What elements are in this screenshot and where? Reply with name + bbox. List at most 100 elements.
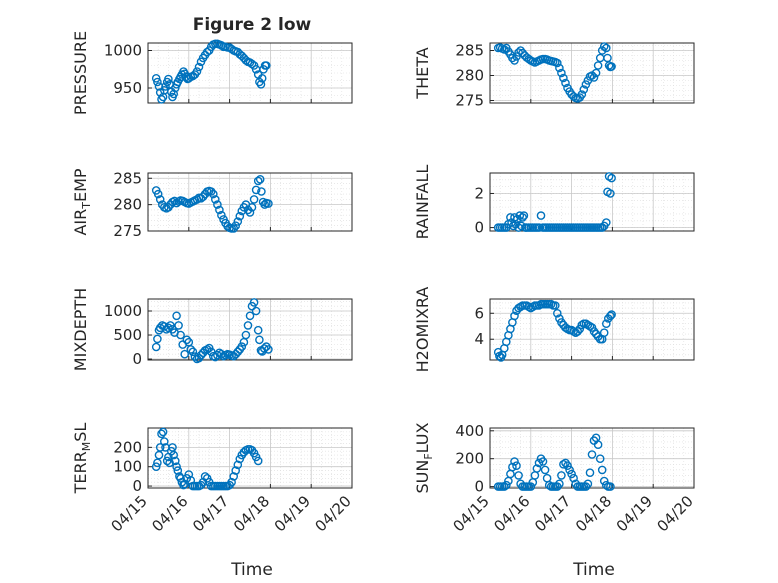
data-point <box>540 465 550 475</box>
data-point <box>151 74 161 83</box>
data-point <box>233 347 243 357</box>
data-point <box>208 189 218 199</box>
data-point <box>229 472 238 481</box>
data-point <box>499 45 509 54</box>
subplot-theta: 275 280 285 THETA <box>413 42 695 110</box>
data-point <box>606 482 615 491</box>
data-point <box>510 56 519 65</box>
data-point <box>194 62 204 72</box>
data-point <box>524 302 534 312</box>
data-point <box>176 330 185 340</box>
y-tick-label: 200 <box>455 450 484 468</box>
y-tick-label: 285 <box>113 169 142 187</box>
data-point <box>251 185 261 195</box>
data-point <box>593 61 603 70</box>
data-point <box>249 195 259 204</box>
y-tick-label: 280 <box>455 67 484 85</box>
x-tick-label: 04/15 <box>108 492 151 535</box>
data-point <box>169 89 178 99</box>
y-tick-label: 950 <box>113 79 142 97</box>
data-point <box>192 67 202 76</box>
data-point <box>581 80 591 89</box>
y-tick-label: 100 <box>113 458 142 476</box>
data-point <box>519 211 529 220</box>
data-point <box>245 208 255 217</box>
data-point <box>170 456 180 466</box>
data-point <box>172 462 181 472</box>
data-point <box>602 319 611 329</box>
axes-outline <box>147 42 353 104</box>
data-point <box>551 301 560 310</box>
data-point <box>569 92 578 101</box>
data-point <box>164 74 173 84</box>
subplot-pressure: 950 1000 PRESSURE <box>71 31 353 115</box>
data-point <box>259 344 269 353</box>
y-tick-label: 275 <box>113 222 142 240</box>
data-point <box>161 82 170 91</box>
data-point <box>247 202 257 212</box>
data-point <box>157 429 166 439</box>
x-axis-label-left: Time <box>230 560 273 580</box>
data-point <box>153 458 162 468</box>
data-point <box>217 349 226 359</box>
y-axis-label: MIXDEPTH <box>71 288 90 371</box>
data-point <box>169 450 178 460</box>
data-point <box>569 473 578 483</box>
data-point <box>158 427 168 437</box>
data-point <box>607 62 616 71</box>
data-point <box>237 342 247 351</box>
data-point <box>512 461 521 471</box>
data-point <box>557 471 566 480</box>
x-tick-label: 04/20 <box>654 492 697 535</box>
data-point <box>534 223 544 232</box>
data-point <box>602 218 611 227</box>
data-point <box>536 211 546 220</box>
data-point <box>157 95 166 104</box>
data-point <box>546 299 556 309</box>
data-point <box>213 350 222 360</box>
data-point <box>173 466 183 475</box>
data-point <box>565 465 574 475</box>
data-point <box>544 480 554 490</box>
subplot-rainfall: 0 2 RAINFALL <box>413 165 695 239</box>
y-tick-label: 2 <box>474 184 484 202</box>
data-point <box>188 347 198 357</box>
data-point <box>599 476 609 486</box>
data-point <box>260 200 270 209</box>
data-point <box>583 479 593 489</box>
data-point <box>256 80 266 89</box>
y-tick-label: 0 <box>132 477 142 495</box>
y-tick-label: 0 <box>474 478 484 496</box>
y-tick-label: 0 <box>132 350 142 368</box>
data-point <box>499 482 509 491</box>
data-point <box>162 456 172 466</box>
subplot-air-temp: 275 280 285 AIRTEMP <box>71 168 353 240</box>
data-point <box>227 477 236 487</box>
y-tick-label: 200 <box>113 438 142 456</box>
data-point <box>182 335 192 345</box>
series-markers <box>493 42 616 103</box>
data-point <box>587 450 597 459</box>
data-point <box>516 302 525 312</box>
data-point <box>151 342 161 352</box>
data-point <box>595 454 605 464</box>
data-point <box>591 68 601 78</box>
y-axis-label: PRESSURE <box>71 31 90 115</box>
data-point <box>180 349 189 359</box>
data-point <box>231 221 240 230</box>
data-point <box>510 311 519 321</box>
data-point <box>233 217 243 226</box>
data-point <box>206 187 216 196</box>
data-point <box>501 480 511 490</box>
data-point <box>176 473 185 483</box>
data-point <box>180 479 189 489</box>
y-axis-label: H2OMIXRA <box>413 287 432 373</box>
axes-outline <box>489 427 695 489</box>
x-tick-label: 04/20 <box>312 492 355 535</box>
y-tick-label: 400 <box>455 422 484 440</box>
data-point <box>534 301 544 310</box>
data-point <box>155 195 165 204</box>
data-point <box>597 223 607 232</box>
